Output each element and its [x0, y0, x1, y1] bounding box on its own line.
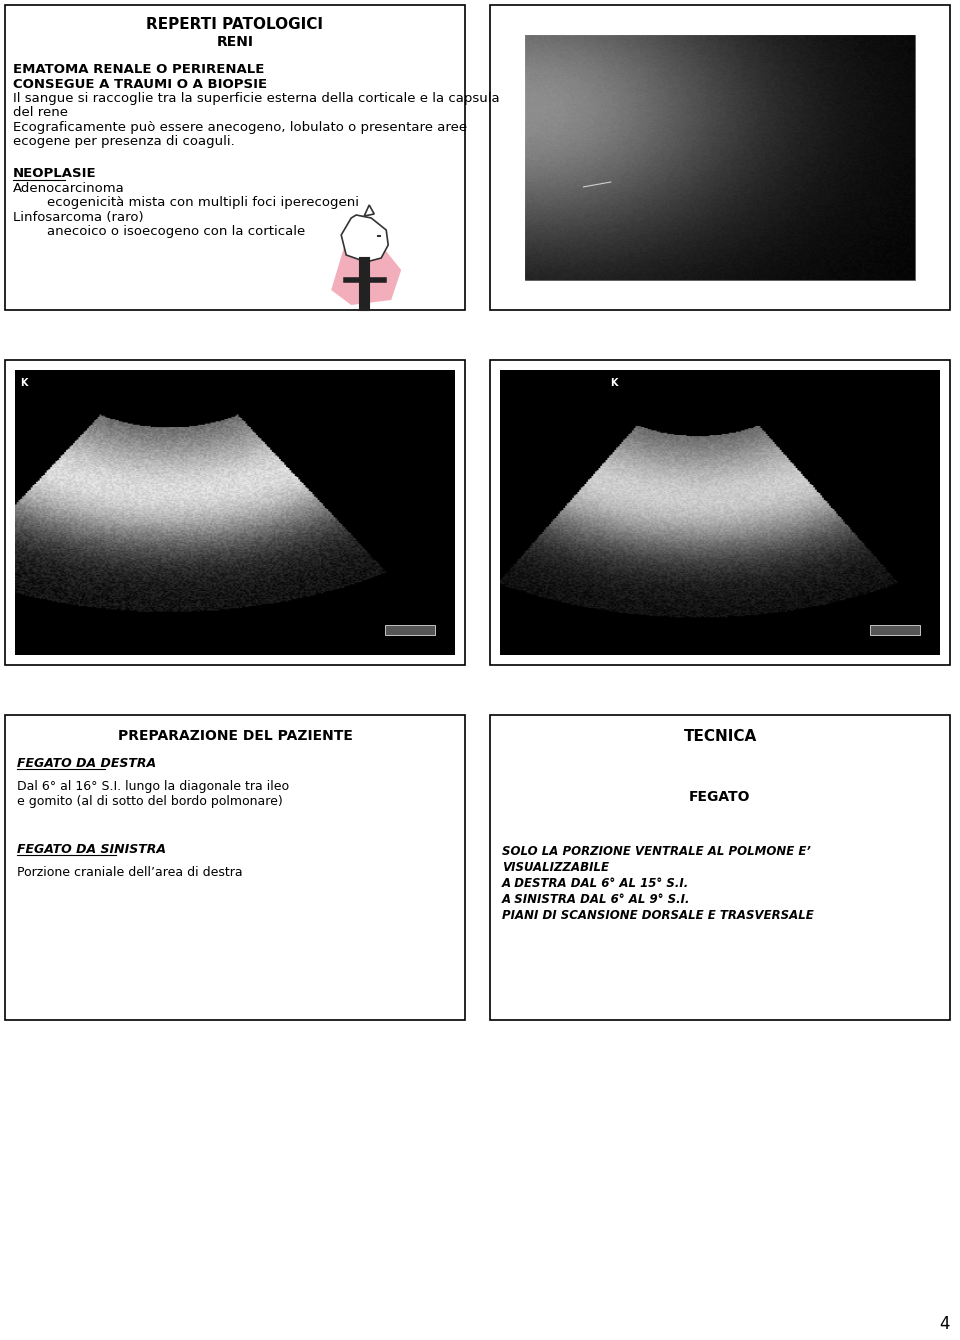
- Text: FEGATO DA SINISTRA: FEGATO DA SINISTRA: [17, 843, 166, 856]
- Text: VISUALIZZABILE: VISUALIZZABILE: [502, 862, 609, 874]
- Text: NEOPLASIE: NEOPLASIE: [13, 168, 97, 181]
- FancyBboxPatch shape: [500, 370, 940, 655]
- Text: TECNICA: TECNICA: [684, 729, 756, 744]
- Text: Porzione craniale dell’area di destra: Porzione craniale dell’area di destra: [17, 867, 243, 879]
- FancyBboxPatch shape: [5, 716, 465, 1020]
- Text: CONSEGUE A TRAUMI O A BIOPSIE: CONSEGUE A TRAUMI O A BIOPSIE: [13, 78, 267, 91]
- Text: Ecograficamente può essere anecogeno, lobulato o presentare aree: Ecograficamente può essere anecogeno, lo…: [13, 121, 468, 134]
- Text: REPERTI PATOLOGICI: REPERTI PATOLOGICI: [147, 17, 324, 32]
- Text: EMATOMA RENALE O PERIRENALE: EMATOMA RENALE O PERIRENALE: [13, 63, 264, 76]
- Text: Il sangue si raccoglie tra la superficie esterna della corticale e la capsula: Il sangue si raccoglie tra la superficie…: [13, 92, 499, 105]
- Text: PREPARAZIONE DEL PAZIENTE: PREPARAZIONE DEL PAZIENTE: [117, 729, 352, 742]
- FancyBboxPatch shape: [490, 5, 950, 310]
- Text: ecogene per presenza di coaguli.: ecogene per presenza di coaguli.: [13, 135, 235, 149]
- Text: A SINISTRA DAL 6° AL 9° S.I.: A SINISTRA DAL 6° AL 9° S.I.: [502, 892, 690, 906]
- Polygon shape: [331, 240, 401, 306]
- FancyBboxPatch shape: [870, 624, 920, 635]
- Text: Dal 6° al 16° S.I. lungo la diagonale tra ileo: Dal 6° al 16° S.I. lungo la diagonale tr…: [17, 780, 289, 793]
- Text: RENI: RENI: [217, 35, 253, 50]
- Text: FEGATO: FEGATO: [689, 791, 751, 804]
- Text: Linfosarcoma (raro): Linfosarcoma (raro): [13, 210, 144, 224]
- Text: ecogenicità mista con multipli foci iperecogeni: ecogenicità mista con multipli foci iper…: [13, 197, 359, 209]
- FancyBboxPatch shape: [5, 360, 465, 665]
- Text: del rene: del rene: [13, 106, 68, 119]
- Polygon shape: [341, 214, 388, 263]
- Text: A DESTRA DAL 6° AL 15° S.I.: A DESTRA DAL 6° AL 15° S.I.: [502, 876, 689, 890]
- FancyBboxPatch shape: [490, 716, 950, 1020]
- Text: PIANI DI SCANSIONE DORSALE E TRASVERSALE: PIANI DI SCANSIONE DORSALE E TRASVERSALE: [502, 909, 814, 922]
- Text: SOLO LA PORZIONE VENTRALE AL POLMONE E’: SOLO LA PORZIONE VENTRALE AL POLMONE E’: [502, 846, 811, 858]
- FancyBboxPatch shape: [490, 360, 950, 665]
- Text: K: K: [610, 378, 617, 389]
- FancyBboxPatch shape: [525, 35, 915, 280]
- FancyBboxPatch shape: [5, 5, 465, 310]
- Text: FEGATO DA DESTRA: FEGATO DA DESTRA: [17, 757, 156, 770]
- Polygon shape: [364, 205, 374, 216]
- Text: anecoico o isoecogeno con la corticale: anecoico o isoecogeno con la corticale: [13, 225, 305, 239]
- FancyBboxPatch shape: [385, 624, 435, 635]
- FancyBboxPatch shape: [15, 370, 455, 655]
- Text: 4: 4: [940, 1315, 950, 1333]
- Text: e gomito (al di sotto del bordo polmonare): e gomito (al di sotto del bordo polmonar…: [17, 795, 283, 808]
- Text: Adenocarcinoma: Adenocarcinoma: [13, 182, 125, 194]
- Text: K: K: [20, 378, 28, 389]
